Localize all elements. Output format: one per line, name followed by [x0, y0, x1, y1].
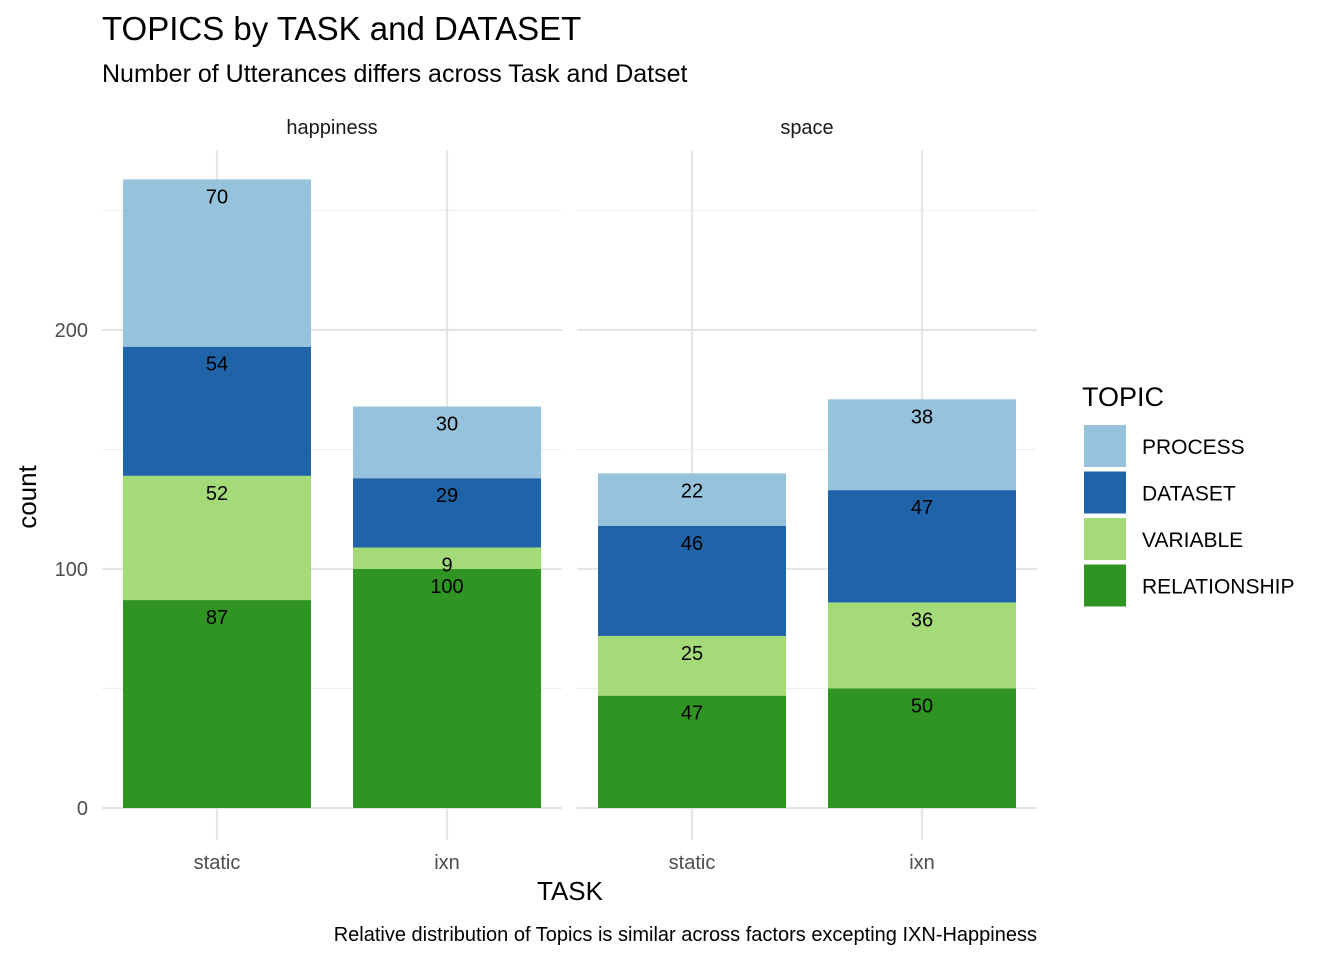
y-tick-label: 0 — [77, 798, 88, 820]
bar-segment-process — [828, 399, 1016, 491]
legend-key-relationship — [1084, 564, 1126, 607]
facet-strip-label: happiness — [286, 117, 377, 139]
data-label: 54 — [206, 354, 228, 376]
y-axis-ticks: 0 100 200 — [55, 320, 88, 820]
legend-label: PROCESS — [1142, 436, 1245, 459]
legend-key-dataset — [1084, 471, 1126, 514]
data-label: 38 — [911, 406, 933, 428]
data-label: 30 — [436, 413, 458, 435]
bar-segment-process — [353, 406, 541, 479]
data-label: 100 — [430, 576, 463, 598]
legend-key-process — [1084, 425, 1126, 467]
y-tick-label: 100 — [55, 559, 88, 581]
chart-title: TOPICS by TASK and DATASET — [102, 10, 581, 47]
x-tick-label: ixn — [909, 852, 935, 874]
data-label: 47 — [911, 497, 933, 519]
bar-segment-dataset — [123, 346, 311, 476]
legend-title: TOPIC — [1082, 382, 1164, 412]
bar-segment-variable — [828, 602, 1016, 689]
bar-segment-relationship — [598, 695, 786, 808]
data-label: 70 — [206, 186, 228, 208]
bar-segment-dataset — [598, 525, 786, 636]
bar-segment-variable — [123, 475, 311, 601]
bar-segment-relationship — [123, 600, 311, 808]
legend: TOPIC PROCESS DATASET VARIABLE RELATIONSHIP — [1082, 382, 1294, 607]
data-label: 50 — [911, 696, 933, 718]
bar-segment-process — [123, 179, 311, 347]
data-label: 9 — [441, 554, 452, 576]
chart-subtitle: Number of Utterances differs across Task… — [102, 60, 688, 88]
data-label: 22 — [681, 480, 703, 502]
x-tick-label: static — [194, 852, 241, 874]
bar-segment-variable — [598, 635, 786, 696]
bar-segment-relationship — [353, 569, 541, 808]
facet-space: space 47 25 46 22 static 50 36 47 38 ixn — [577, 117, 1037, 874]
x-tick-label: ixn — [434, 852, 460, 874]
legend-label: RELATIONSHIP — [1142, 576, 1294, 599]
bar-segment-dataset — [828, 490, 1016, 603]
data-label: 87 — [206, 607, 228, 629]
data-label: 25 — [681, 643, 703, 665]
bar-segment-process — [598, 473, 786, 526]
data-label: 46 — [681, 533, 703, 555]
data-label: 47 — [681, 703, 703, 725]
x-tick-label: static — [669, 852, 716, 874]
bar-segment-relationship — [828, 688, 1016, 808]
legend-key-variable — [1084, 518, 1126, 560]
y-tick-label: 200 — [55, 320, 88, 342]
x-axis-title: TASK — [537, 876, 604, 906]
legend-label: DATASET — [1142, 483, 1236, 506]
bar-segment-dataset — [353, 478, 541, 548]
y-axis-title: count — [12, 464, 42, 528]
data-label: 36 — [911, 609, 933, 631]
bar-segment-variable — [353, 547, 541, 569]
legend-label: VARIABLE — [1142, 529, 1243, 552]
data-label: 52 — [206, 483, 228, 505]
chart-caption: Relative distribution of Topics is simil… — [334, 924, 1037, 946]
data-label: 29 — [436, 485, 458, 507]
facet-strip-label: space — [780, 117, 833, 139]
